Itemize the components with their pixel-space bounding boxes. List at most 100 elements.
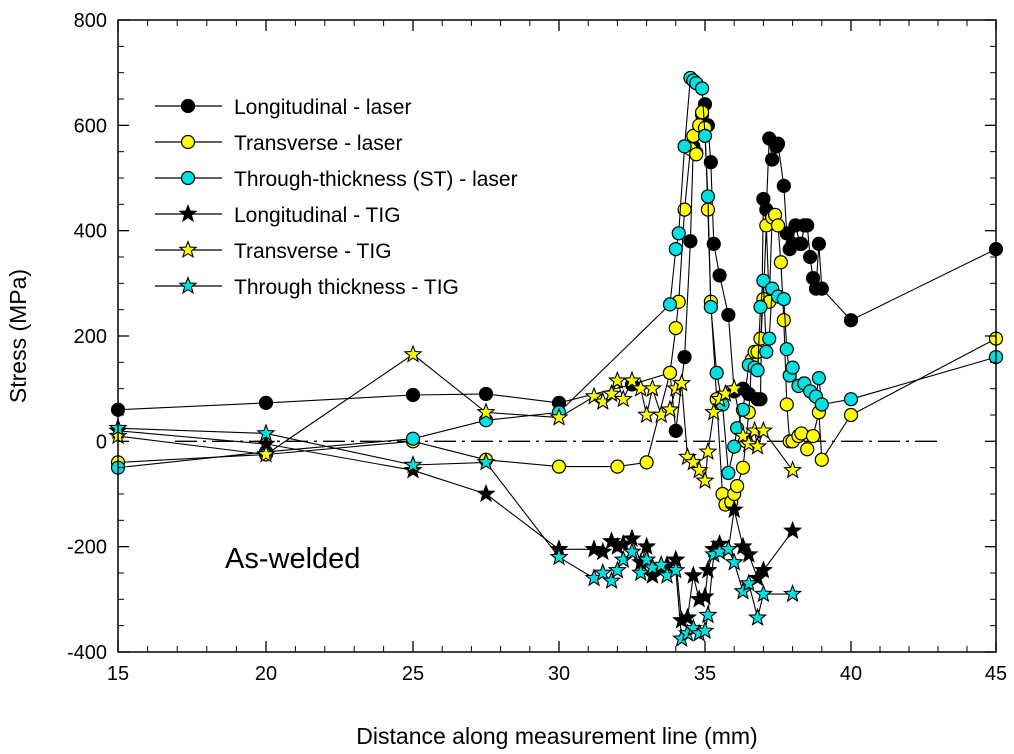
data-point [683, 565, 703, 584]
data-point [733, 536, 753, 555]
data-point [677, 139, 692, 154]
y-tick-label: 0 [96, 431, 107, 453]
legend-marker [178, 239, 198, 259]
data-point [776, 313, 791, 328]
data-point [683, 234, 698, 249]
data-point [779, 397, 794, 412]
data-point [256, 423, 276, 442]
data-point [637, 549, 657, 568]
legend-marker [178, 203, 198, 223]
series-2 [110, 70, 1004, 481]
data-point [811, 371, 826, 386]
data-point [689, 460, 709, 479]
legend-item: Through-thickness (ST) - laser [155, 168, 518, 191]
legend-label: Through-thickness (ST) - laser [234, 168, 518, 191]
data-point [694, 105, 710, 120]
data-point [800, 442, 815, 457]
data-point [739, 573, 759, 592]
data-point [733, 581, 753, 600]
legend-item: Transverse - TIG [155, 239, 392, 263]
data-point [631, 562, 651, 582]
x-tick-label: 25 [402, 663, 424, 685]
y-tick-label: 800 [74, 10, 107, 32]
legend-label: Longitudinal - laser [234, 96, 411, 119]
legend-label: Transverse - TIG [234, 240, 392, 263]
x-tick-label: 35 [694, 663, 716, 685]
data-point [551, 459, 567, 474]
y-axis-title: Stress (MPa) [5, 269, 31, 403]
data-point [695, 586, 715, 605]
data-point [776, 292, 791, 307]
data-point [602, 570, 622, 590]
data-point [753, 392, 768, 407]
data-point [759, 344, 774, 359]
data-point [843, 313, 859, 328]
data-point [730, 479, 745, 494]
x-tick-label: 40 [840, 663, 862, 685]
data-point [703, 299, 718, 315]
data-point [765, 152, 780, 167]
data-point [403, 460, 423, 479]
data-point [622, 370, 642, 389]
data-point [709, 365, 724, 380]
series-3 [108, 420, 803, 629]
data-point [695, 620, 715, 640]
data-point [698, 441, 718, 460]
data-point [622, 541, 642, 561]
series-1 [110, 105, 1004, 512]
data-point [476, 402, 496, 421]
data-point [762, 331, 777, 346]
data-point [668, 423, 683, 438]
data-point [672, 373, 692, 392]
data-point [593, 541, 613, 561]
data-point [602, 383, 622, 403]
data-point [748, 568, 768, 587]
data-point [756, 273, 771, 288]
data-point [607, 560, 627, 579]
series-layer [108, 70, 1004, 647]
legend-marker [178, 275, 198, 295]
data-point [697, 128, 713, 143]
data-point [814, 452, 829, 467]
data-point [735, 460, 751, 475]
data-point [613, 389, 633, 408]
data-point [785, 360, 800, 375]
data-point [748, 436, 768, 455]
data-point [662, 365, 678, 380]
legend-marker [180, 170, 196, 186]
legend-label: Transverse - laser [234, 132, 402, 155]
data-point [753, 560, 773, 579]
data-point [476, 452, 496, 471]
data-point [639, 455, 654, 470]
data-point [724, 499, 744, 518]
data-point [662, 297, 678, 312]
data-point [403, 344, 423, 363]
data-point [783, 520, 803, 539]
data-point [712, 268, 727, 283]
x-tick-label: 20 [255, 663, 277, 685]
legend-item: Longitudinal - laser [155, 96, 411, 119]
data-point [783, 584, 803, 603]
data-point [698, 560, 718, 579]
data-point [593, 562, 613, 582]
data-point [549, 547, 569, 566]
data-point [704, 402, 724, 421]
legend-marker [180, 134, 196, 150]
series-4 [108, 344, 803, 489]
data-point [776, 178, 791, 193]
data-point [843, 392, 859, 407]
data-point [700, 189, 716, 204]
y-tick-label: 400 [74, 221, 107, 243]
y-tick-label: -200 [67, 537, 107, 559]
data-point [584, 539, 604, 558]
data-point [610, 459, 625, 474]
data-point [773, 255, 789, 270]
data-point [668, 321, 683, 336]
data-point [779, 342, 794, 357]
legend-marker [180, 98, 196, 114]
data-point [677, 607, 698, 626]
data-point [668, 242, 683, 257]
data-point [803, 249, 818, 265]
data-point [739, 433, 759, 453]
data-point [403, 454, 423, 474]
